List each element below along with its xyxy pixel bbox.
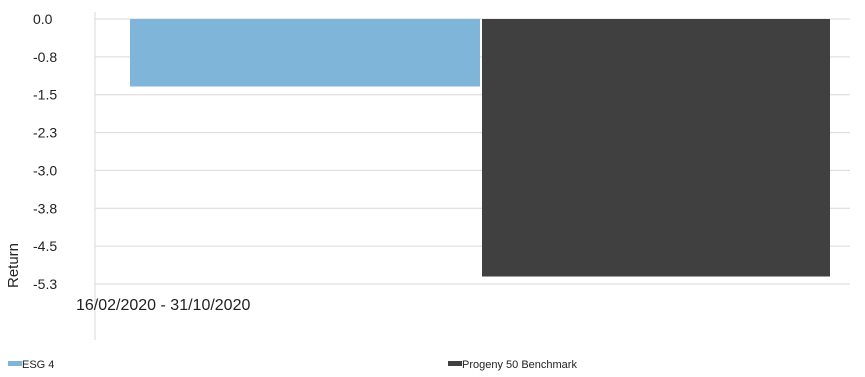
legend: ESG 4 Progeny 50 Benchmark	[8, 359, 577, 371]
y-tick-label: -1.5	[33, 87, 57, 103]
y-tick-label: 0.0	[33, 11, 53, 27]
bar-esg-4	[130, 19, 480, 87]
y-tick-label: -3.8	[33, 200, 57, 216]
x-category-label: 16/02/2020 - 31/10/2020	[76, 297, 250, 314]
bar-progeny-50-benchmark	[482, 19, 830, 277]
y-tick-label: -2.3	[33, 125, 57, 141]
y-tick-label: -0.8	[33, 49, 57, 65]
y-tick-label: -4.5	[33, 238, 57, 254]
y-tick-label: -5.3	[33, 276, 57, 292]
legend-label: ESG 4	[22, 359, 54, 371]
y-tick-label: -3.0	[33, 162, 57, 178]
legend-label: Progeny 50 Benchmark	[462, 359, 577, 371]
y-axis-title: Return	[5, 243, 22, 288]
y-tick-labels: 0.0 -0.8 -1.5 -2.3 -3.0 -3.8 -4.5 -5.3	[33, 11, 57, 292]
legend-swatch	[448, 361, 462, 366]
bars	[130, 19, 830, 277]
legend-swatch	[8, 361, 22, 366]
